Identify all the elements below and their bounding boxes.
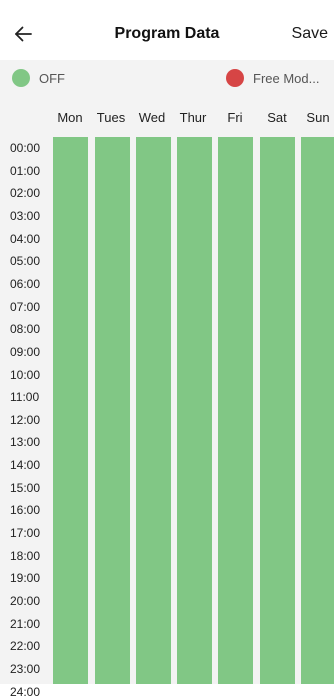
day-header-sat: Sat: [267, 110, 287, 125]
legend-dot-off: [12, 69, 30, 87]
page-title: Program Data: [114, 25, 220, 42]
hour-label: 02:00: [10, 186, 41, 200]
hour-label: 01:00: [10, 164, 41, 178]
day-column-mon[interactable]: [53, 137, 88, 684]
day-header-wed: Wed: [138, 110, 166, 125]
day-column-thur[interactable]: [177, 137, 212, 684]
hour-label: 18:00: [10, 549, 41, 563]
hour-label: 22:00: [10, 639, 41, 653]
hour-label: 14:00: [10, 458, 41, 472]
legend-label-off: OFF: [39, 70, 65, 86]
legend-dot-free-mode: [226, 69, 244, 87]
legend-item-free-mode: Free Mod...: [226, 67, 319, 89]
day-header-tues: Tues: [96, 110, 126, 125]
day-column-fri[interactable]: [218, 137, 253, 684]
day-column-tues[interactable]: [95, 137, 130, 684]
hour-label: 12:00: [10, 413, 41, 427]
hour-label: 17:00: [10, 526, 41, 540]
hour-label: 15:00: [10, 481, 41, 495]
hour-label: 06:00: [10, 277, 41, 291]
legend-label-free-mode: Free Mod...: [253, 70, 320, 86]
day-header-thur: Thur: [179, 110, 207, 125]
back-button[interactable]: [8, 19, 38, 49]
hour-label: 03:00: [10, 209, 41, 223]
hour-label: 07:00: [10, 300, 41, 314]
day-column-sun[interactable]: [301, 137, 334, 684]
hour-label: 10:00: [10, 368, 41, 382]
save-button[interactable]: Save: [291, 25, 328, 42]
arrow-left-icon: [15, 26, 32, 42]
hour-label: 13:00: [10, 435, 41, 449]
legend-item-off: OFF: [12, 67, 65, 89]
hour-label: 09:00: [10, 345, 41, 359]
header-bar: Program Data Save: [0, 0, 334, 60]
hour-label: 11:00: [10, 390, 40, 404]
hour-label: 04:00: [10, 232, 41, 246]
hour-label: 20:00: [10, 594, 41, 608]
hour-label: 05:00: [10, 254, 41, 268]
legend: OFF Free Mod...: [0, 60, 334, 96]
day-column-sat[interactable]: [260, 137, 295, 684]
day-column-wed[interactable]: [136, 137, 171, 684]
hour-label: 24:00: [10, 685, 41, 699]
day-header-fri: Fri: [227, 110, 243, 125]
hour-label: 00:00: [10, 141, 41, 155]
hour-label: 19:00: [10, 571, 41, 585]
hour-label: 23:00: [10, 662, 41, 676]
day-header-mon: Mon: [57, 110, 83, 125]
day-header-sun: Sun: [306, 110, 330, 125]
hour-label: 16:00: [10, 503, 41, 517]
hour-label: 21:00: [10, 617, 41, 631]
hour-label: 08:00: [10, 322, 41, 336]
